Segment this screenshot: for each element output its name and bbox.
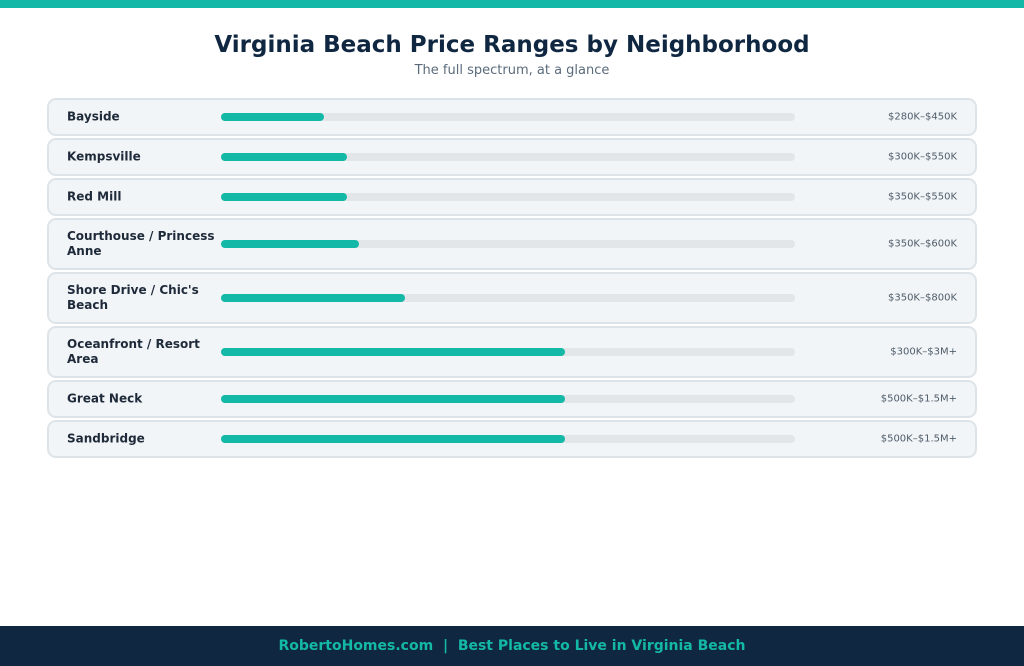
price-bar-track	[221, 113, 795, 121]
neighborhood-label: Great Neck	[67, 391, 143, 406]
chart-subtitle: The full spectrum, at a glance	[414, 63, 610, 78]
price-bar	[221, 294, 405, 302]
footer-separator: |	[442, 638, 449, 654]
price-bar	[221, 240, 359, 248]
price-range-label: $350K–$550K	[887, 191, 957, 203]
price-range-label: $300K–$550K	[887, 151, 957, 163]
price-range-label: $500K–$1.5M+	[880, 393, 957, 405]
neighborhood-label: Sandbridge	[67, 431, 145, 446]
price-bar	[221, 435, 566, 443]
price-bar-track	[221, 348, 795, 356]
price-range-label: $280K–$450K	[887, 111, 957, 123]
footer: RobertoHomes.com | Best Places to Live i…	[0, 626, 1024, 666]
neighborhood-label: Oceanfront / Resort Area	[67, 337, 200, 366]
footer-site[interactable]: RobertoHomes.com	[278, 638, 434, 654]
neighborhood-row: Shore Drive / Chic's Beach $350K–$800K	[47, 272, 977, 324]
neighborhood-label: Courthouse / Princess Anne	[67, 229, 215, 258]
price-bar-track	[221, 153, 795, 161]
neighborhood-label: Red Mill	[67, 189, 122, 204]
price-bar	[221, 193, 348, 201]
price-bar	[221, 113, 325, 121]
price-range-label: $350K–$800K	[887, 292, 957, 304]
price-bar-track	[221, 240, 795, 248]
price-range-list: Bayside $280K–$450K Kempsville $300K–$550K R…	[47, 98, 977, 460]
price-bar	[221, 348, 566, 356]
price-bar-track	[221, 435, 795, 443]
neighborhood-row: Red Mill $350K–$550K	[47, 178, 977, 216]
price-bar-track	[221, 395, 795, 403]
neighborhood-label: Shore Drive / Chic's Beach	[67, 283, 199, 312]
neighborhood-row: Oceanfront / Resort Area $300K–$3M+	[47, 326, 977, 378]
price-range-label: $350K–$600K	[887, 238, 957, 250]
neighborhood-label: Kempsville	[67, 149, 141, 164]
neighborhood-row: Great Neck $500K–$1.5M+	[47, 380, 977, 418]
neighborhood-row: Courthouse / Princess Anne $350K–$600K	[47, 218, 977, 270]
chart-title: Virginia Beach Price Ranges by Neighborh…	[214, 32, 810, 58]
price-bar-track	[221, 294, 795, 302]
top-accent-bar	[0, 0, 1024, 8]
price-bar-track	[221, 193, 795, 201]
neighborhood-row: Sandbridge $500K–$1.5M+	[47, 420, 977, 458]
footer-tagline: Best Places to Live in Virginia Beach	[457, 638, 746, 654]
neighborhood-row: Bayside $280K–$450K	[47, 98, 977, 136]
price-range-label: $300K–$3M+	[890, 346, 957, 358]
price-bar	[221, 395, 566, 403]
price-bar	[221, 153, 348, 161]
chart-header: Virginia Beach Price Ranges by Neighborh…	[0, 30, 1024, 79]
neighborhood-label: Bayside	[67, 109, 120, 124]
neighborhood-row: Kempsville $300K–$550K	[47, 138, 977, 176]
price-range-label: $500K–$1.5M+	[880, 433, 957, 445]
